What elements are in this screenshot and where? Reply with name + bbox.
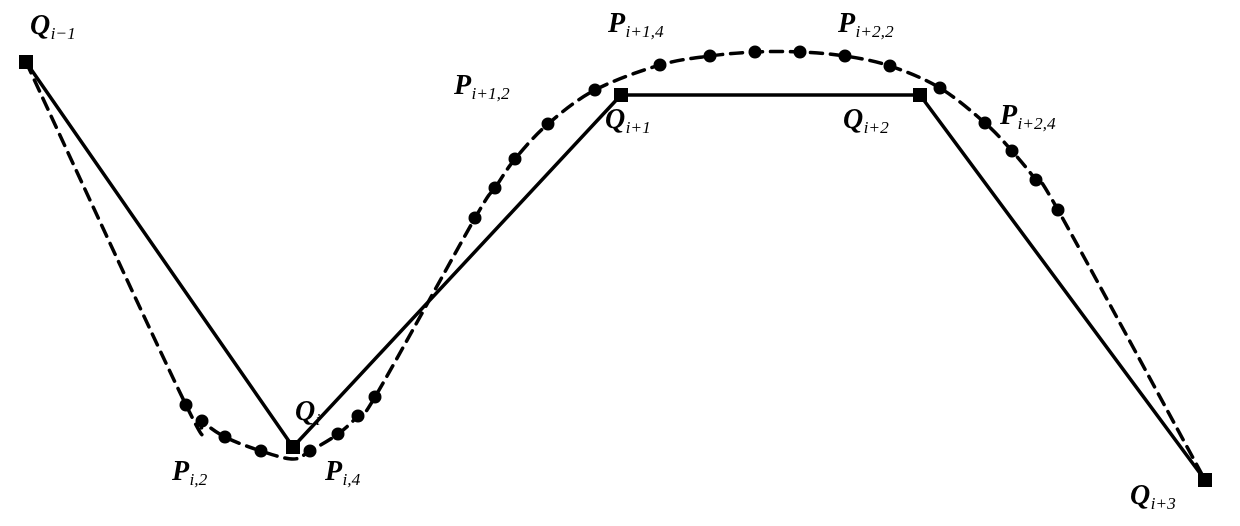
label-base: Q [605,104,625,135]
control-dot [469,212,482,225]
control-dot [589,84,602,97]
label-base: Q [1130,480,1150,511]
control-dot [1030,174,1043,187]
label-subscript: i+1 [626,118,651,137]
label-base: P [325,456,342,487]
label-subscript: i+2,4 [1017,114,1055,133]
polyline-segment [920,95,1205,480]
L_Qip2: Qi+2 [843,106,889,134]
control-dot [884,60,897,73]
control-dot [352,410,365,423]
control-dot [332,428,345,441]
L_Qip3: Qi+3 [1130,482,1176,510]
control-dot [749,46,762,59]
label-subscript: i+1,4 [625,22,663,41]
diagram-canvas [0,0,1240,526]
control-dot [180,399,193,412]
label-subscript: i−1 [51,24,76,43]
control-dot [1006,145,1019,158]
anchor-square [19,55,33,69]
control-dot [794,46,807,59]
label-subscript: i [316,410,321,429]
L_Qi: Qi [295,398,320,426]
spline-diagram: { "meta": { "width": 1240, "height": 526… [0,0,1240,526]
L_Pip12: Pi+1,2 [454,72,510,100]
label-subscript: i+2,2 [855,22,893,41]
polyline-segment [293,95,621,447]
control-dot [489,182,502,195]
control-dot [542,118,555,131]
L_Qip1: Qi+1 [605,106,651,134]
control-dot [255,445,268,458]
label-base: Q [295,396,315,427]
label-base: P [172,456,189,487]
label-base: P [454,70,471,101]
control-dot [934,82,947,95]
L_Pip14: Pi+1,4 [608,10,664,38]
control-dot [1052,204,1065,217]
control-dot [839,50,852,63]
control-dot [369,391,382,404]
label-subscript: i,2 [189,470,207,489]
control-dot [979,117,992,130]
control-dot [196,415,209,428]
L_Qim1: Qi−1 [30,12,76,40]
anchor-square [1198,473,1212,487]
control-dot [219,431,232,444]
label-subscript: i+2 [864,118,889,137]
label-base: P [608,8,625,39]
label-base: P [1000,100,1017,131]
anchor-square [286,440,300,454]
control-dot [304,445,317,458]
control-dot [704,50,717,63]
L_Pip22: Pi+2,2 [838,10,894,38]
anchor-square [913,88,927,102]
L_Pip24: Pi+2,4 [1000,102,1056,130]
L_Pi4: Pi,4 [325,458,360,486]
label-subscript: i+1,2 [471,84,509,103]
control-dot [654,59,667,72]
label-subscript: i,4 [342,470,360,489]
label-base: Q [30,10,50,41]
polyline-segment [26,62,293,447]
anchor-square [614,88,628,102]
L_Pi2: Pi,2 [172,458,207,486]
label-base: Q [843,104,863,135]
label-subscript: i+3 [1151,494,1176,513]
control-dot [509,153,522,166]
label-base: P [838,8,855,39]
